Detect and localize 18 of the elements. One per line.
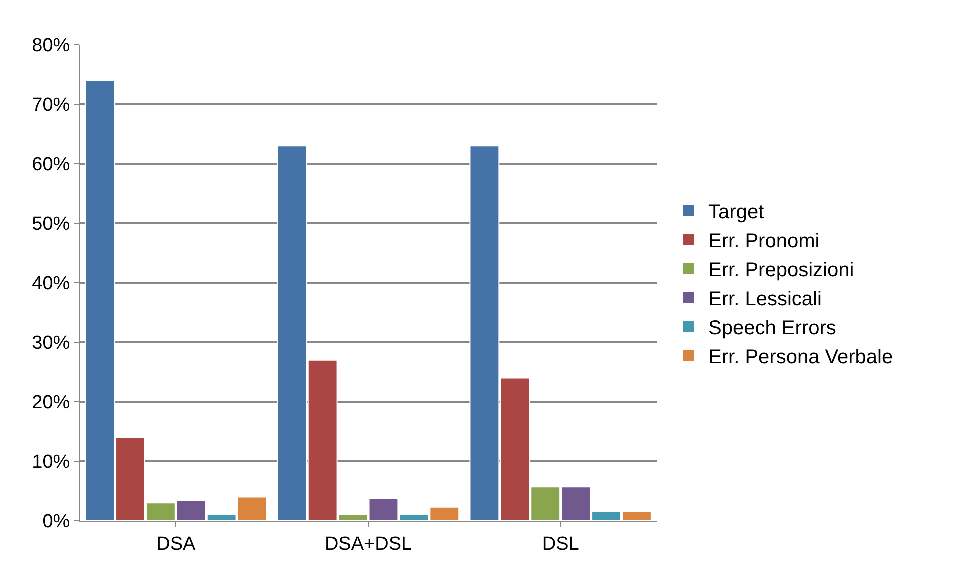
legend-label: Err. Preposizioni	[708, 259, 854, 282]
y-tick-label: 70%	[32, 95, 70, 116]
y-tick-label: 60%	[32, 154, 70, 176]
legend-label: Err. Persona Verbale	[708, 346, 894, 368]
legend-label: Target	[708, 201, 765, 224]
x-tick-label: DSL	[542, 534, 580, 555]
y-tick-label: 30%	[32, 333, 70, 354]
legend-label: Speech Errors	[708, 317, 836, 340]
y-tick-label: 20%	[32, 392, 70, 414]
x-tick-label: DSA	[156, 534, 196, 555]
y-tick-label: 40%	[32, 274, 70, 295]
y-tick-label: 10%	[32, 452, 70, 474]
x-tick-label: DSA+DSL	[324, 534, 412, 555]
y-tick-label: 80%	[32, 36, 70, 57]
y-tick-label: 0%	[42, 512, 70, 533]
legend-label: Err. Pronomi	[708, 230, 820, 252]
y-tick-label: 50%	[32, 214, 70, 236]
legend-label: Err. Lessicali	[708, 288, 822, 310]
